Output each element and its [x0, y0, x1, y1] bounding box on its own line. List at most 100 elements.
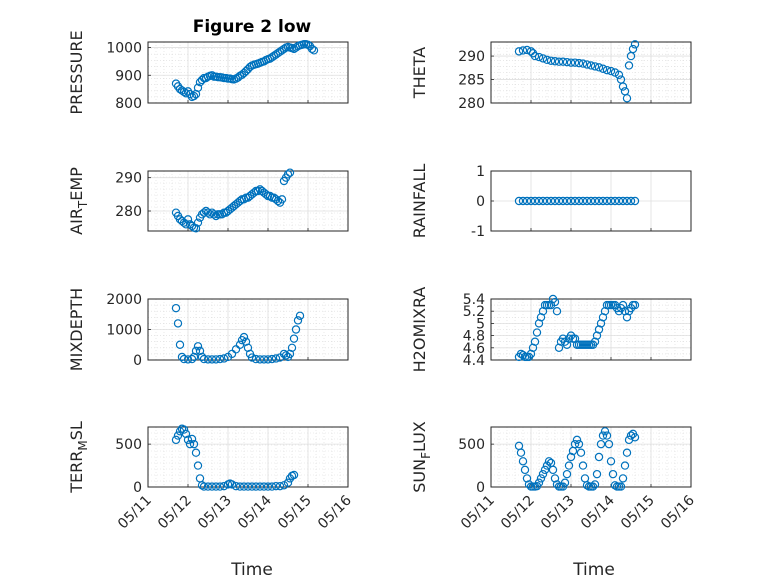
y-tick-label: 1	[476, 164, 485, 180]
data-point	[251, 354, 261, 364]
data-point	[570, 196, 580, 206]
data-point	[562, 57, 572, 67]
data-point	[518, 46, 528, 55]
data-point	[600, 427, 610, 436]
y-tick-label: 5.2	[463, 304, 485, 320]
y-axis-label: MIXDEPTH	[67, 288, 86, 371]
data-point	[193, 218, 203, 227]
data-point	[255, 482, 265, 491]
data-point	[279, 44, 289, 54]
data-point	[171, 303, 181, 313]
data-point	[596, 439, 606, 449]
y-tick-label: -1	[471, 224, 485, 240]
y-tick-label: 290	[458, 49, 485, 65]
data-point	[588, 482, 598, 491]
data-point	[526, 196, 536, 206]
data-point	[255, 355, 265, 364]
data-point	[215, 482, 225, 491]
subplot-4: -1 0 1 RAINFALL	[410, 164, 692, 240]
data-point	[550, 196, 560, 206]
data-point	[271, 481, 281, 491]
data-point	[630, 196, 640, 206]
y-tick-label: 500	[458, 437, 485, 453]
x-tick-label: 05/14	[235, 492, 275, 532]
data-point	[560, 478, 570, 487]
y-axis-label: THETA	[410, 47, 429, 99]
data-point	[285, 168, 295, 177]
data-point	[546, 56, 556, 65]
data-point	[530, 196, 540, 206]
data-point	[263, 355, 273, 364]
axes-box	[490, 170, 692, 232]
data-point	[514, 47, 524, 56]
axes-box	[147, 170, 349, 232]
x-tick-label: 05/14	[578, 492, 618, 532]
data-point	[598, 431, 608, 440]
data-point	[574, 58, 584, 68]
y-axis-label: TERRMSL	[67, 421, 90, 494]
x-tick-label: 05/15	[275, 493, 315, 533]
subplot-6: 4.44.64.855.25.4 H2OMIXRA	[410, 287, 692, 372]
data-point	[259, 355, 269, 364]
data-point	[187, 434, 197, 444]
data-point	[552, 307, 562, 316]
y-tick-label: 280	[115, 204, 142, 220]
data-point	[247, 353, 257, 362]
data-point	[594, 63, 604, 72]
data-point	[189, 91, 199, 101]
data-point	[171, 435, 181, 445]
data-point	[227, 480, 237, 489]
data-point	[293, 316, 303, 325]
y-tick-label: 0	[476, 480, 485, 496]
data-point	[542, 196, 552, 206]
y-tick-label: 900	[115, 68, 142, 84]
data-point	[530, 337, 540, 346]
data-point	[185, 439, 195, 449]
data-point	[598, 64, 608, 73]
data-point	[267, 482, 277, 491]
y-tick-label: 4.8	[463, 329, 485, 345]
data-point	[564, 461, 574, 470]
data-point	[309, 46, 319, 55]
data-point	[566, 196, 576, 206]
y-tick-label: 0	[133, 480, 142, 496]
data-point	[626, 431, 636, 440]
data-point	[514, 196, 524, 206]
data-point	[183, 215, 193, 224]
data-point	[608, 469, 618, 479]
y-tick-label: 0	[133, 353, 142, 369]
axes-box	[490, 426, 692, 488]
data-point	[191, 448, 201, 457]
y-tick-label: 280	[458, 96, 485, 112]
subplot-8: 0 500 SUNFLUX 05/11 05/12 05/13 05/14 05/15 05/1…	[410, 421, 698, 532]
data-point	[518, 457, 528, 466]
data-point	[590, 196, 600, 206]
data-point	[281, 351, 291, 360]
data-point	[578, 461, 588, 470]
data-point	[618, 196, 628, 206]
data-point	[546, 196, 556, 206]
data-point	[566, 58, 576, 67]
data-point	[203, 208, 213, 217]
data-point	[193, 342, 203, 351]
y-tick-label: 0	[476, 194, 485, 210]
data-point	[287, 343, 297, 352]
y-tick-label: 285	[458, 73, 485, 89]
data-point	[538, 469, 548, 479]
data-point	[616, 482, 626, 491]
data-point	[291, 325, 301, 334]
data-point	[582, 481, 592, 490]
data-point	[554, 196, 564, 206]
data-point	[538, 196, 548, 206]
y-axis-label: AIRTEMP	[67, 167, 90, 235]
data-point	[594, 452, 604, 462]
data-point	[239, 332, 249, 342]
data-point	[614, 70, 624, 80]
data-point	[610, 196, 620, 206]
data-point	[544, 457, 554, 466]
data-point	[582, 60, 592, 69]
data-point	[618, 82, 628, 91]
data-point	[253, 186, 263, 196]
data-point	[598, 196, 608, 206]
